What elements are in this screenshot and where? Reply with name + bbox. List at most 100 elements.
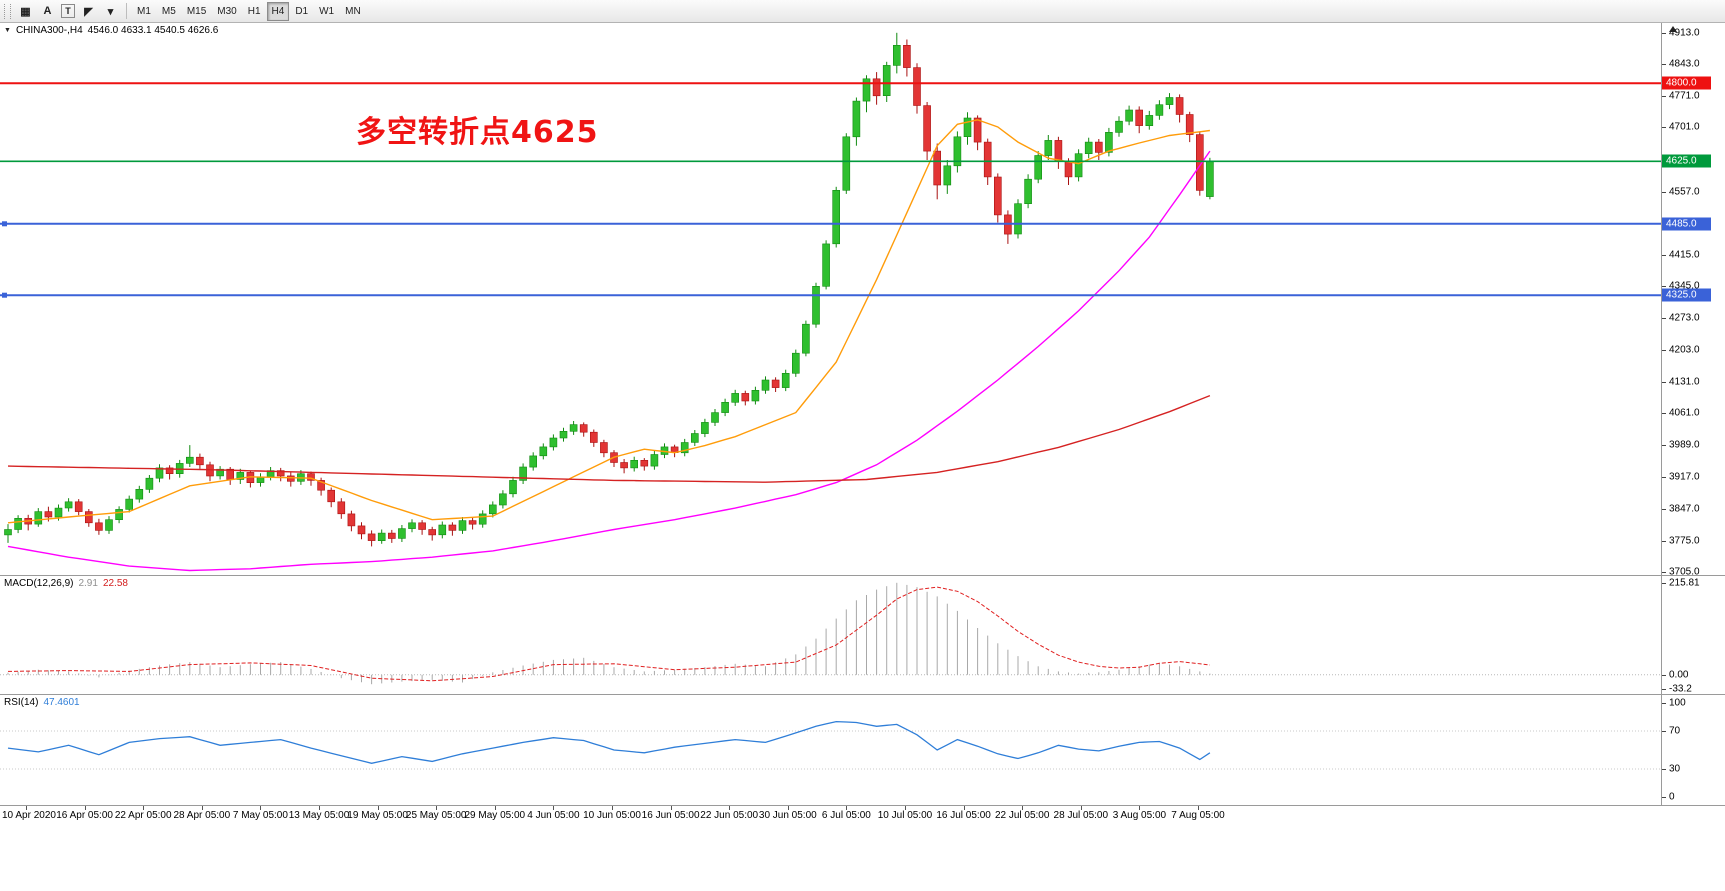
time-axis-tick	[436, 806, 438, 810]
time-axis-tick	[1198, 806, 1199, 810]
price-axis-label: 4203.0	[1669, 344, 1700, 356]
time-axis-label: 10 Jun 05:00	[583, 810, 641, 821]
macd-name: MACD(12,26,9)	[4, 578, 74, 589]
price-axis-label: 4273.0	[1669, 312, 1700, 324]
timeframe-button-m5[interactable]: M5	[157, 2, 181, 21]
timeframe-button-m30[interactable]: M30	[212, 2, 241, 21]
candle	[24, 514, 33, 531]
time-axis-label: 22 Jun 05:00	[700, 810, 759, 821]
time-axis-tick	[26, 806, 27, 810]
time-axis-label: 3 Aug 05:00	[1112, 810, 1167, 821]
candle	[458, 517, 467, 534]
macd-value-main: 2.91	[78, 578, 98, 589]
chart-title: ▼ CHINA300-,H4 4546.0 4633.1 4540.5 4626…	[4, 25, 218, 36]
candle	[14, 515, 22, 534]
time-axis-label: 6 Jul 05:00	[821, 810, 871, 821]
price-axis-label: 3989.0	[1669, 439, 1700, 451]
axis-tick-mark	[1662, 127, 1666, 129]
cursor-tool-icon[interactable]: ◤	[78, 2, 99, 21]
timeframe-button-m15[interactable]: M15	[182, 2, 211, 21]
candle	[559, 427, 568, 442]
price-line-badge: 4625.0	[1662, 154, 1711, 168]
axis-tick-mark	[1662, 674, 1666, 676]
hline-handle[interactable]	[2, 292, 7, 298]
candle	[1084, 137, 1093, 159]
candle	[408, 519, 416, 533]
rsi-axis[interactable]: 100 70 30 0	[1662, 695, 1725, 805]
rsi-canvas[interactable]: RSI(14) 47.4601	[0, 695, 1662, 805]
time-axis-label: 22 Jul 05:00	[994, 810, 1050, 821]
candle	[579, 422, 588, 437]
timeframe-button-w1[interactable]: W1	[314, 2, 339, 21]
axis-tick-mark	[1662, 797, 1666, 799]
timeframe-button-m1[interactable]: M1	[132, 2, 156, 21]
candle	[1014, 199, 1022, 239]
chart-grid-icon[interactable]: ▦	[15, 2, 36, 21]
candle	[438, 521, 447, 539]
time-axis-label: 30 Jun 05:00	[758, 810, 817, 821]
candle	[903, 39, 911, 77]
candle	[246, 470, 255, 488]
time-axis[interactable]: 10 Apr 2020 16 Apr 05:00 22 Apr 05:00 28 Ap…	[0, 806, 1725, 824]
timeframe-button-h4[interactable]: H4	[266, 1, 290, 21]
candle	[418, 520, 426, 535]
hline-handle[interactable]	[2, 221, 7, 227]
ohlc-values: 4546.0 4633.1 4540.5 4626.6	[87, 25, 219, 36]
toolbar: ▦ A T ◤ ▾ M1 M5 M15 M30 H1 H4 D1 W1 MN	[0, 0, 1725, 23]
candle	[367, 530, 376, 547]
candle	[95, 518, 103, 535]
text-label-icon[interactable]: A	[37, 2, 58, 21]
time-axis-tick	[787, 806, 789, 810]
candle	[862, 75, 871, 113]
axis-tick-mark	[1662, 702, 1666, 704]
main-chart-canvas[interactable]: ▼ CHINA300-,H4 4546.0 4633.1 4540.5 4626…	[0, 23, 1662, 575]
candle	[4, 524, 12, 543]
time-axis-label: 7 May 05:00	[232, 810, 288, 821]
ma-slow-line	[7, 394, 1211, 483]
macd-axis-label: -33.2	[1669, 683, 1692, 695]
macd-canvas[interactable]: MACD(12,26,9) 2.91 22.58	[0, 576, 1662, 694]
macd-axis[interactable]: 215.81 0.00 -33.2	[1662, 576, 1725, 694]
axis-tick-mark	[1662, 508, 1666, 510]
candle	[650, 450, 659, 470]
price-axis-label: 4061.0	[1669, 407, 1700, 419]
timeframe-button-mn[interactable]: MN	[340, 2, 366, 21]
price-axis[interactable]: 4913.0 4843.0 4771.0 4701.0 4557.0 4415.0 4345…	[1662, 23, 1725, 577]
toolbar-drag-handle[interactable]	[4, 3, 11, 19]
timeframe-button-d1[interactable]: D1	[290, 2, 313, 21]
candle	[751, 386, 760, 405]
candle	[186, 445, 194, 467]
candle	[933, 143, 942, 200]
candle	[1155, 100, 1164, 120]
time-axis-label: 28 Jul 05:00	[1053, 810, 1109, 821]
price-axis-label: 4557.0	[1669, 186, 1700, 198]
candle	[145, 475, 154, 493]
candle	[1145, 110, 1154, 130]
candle	[165, 465, 174, 480]
candle	[630, 456, 639, 472]
rsi-indicator-pane: RSI(14) 47.4601 100 70 30 0	[0, 695, 1725, 806]
candle	[256, 473, 265, 487]
axis-tick-mark	[1662, 286, 1666, 288]
time-axis-label: 16 Jul 05:00	[936, 810, 991, 821]
candle	[64, 498, 73, 512]
time-axis-label: 22 Apr 05:00	[114, 810, 172, 821]
chart-area: ▼ CHINA300-,H4 4546.0 4633.1 4540.5 4626…	[0, 23, 1725, 891]
chart-annotation-text[interactable]: 多空转折点4625	[356, 115, 599, 150]
candle	[488, 501, 497, 518]
candle	[1125, 105, 1133, 126]
timeframe-button-h1[interactable]: H1	[243, 2, 266, 21]
candle	[398, 525, 406, 542]
tools-dropdown-icon[interactable]: ▾	[100, 2, 121, 21]
symbol-period-label: CHINA300-,H4	[15, 25, 83, 36]
candle	[34, 508, 43, 527]
text-box-icon[interactable]: T	[61, 4, 75, 18]
candle	[509, 476, 517, 498]
axis-tick-mark	[1662, 445, 1666, 447]
candle	[701, 418, 709, 438]
time-axis-label: 10 Apr 2020	[2, 810, 56, 821]
time-axis-tick	[1139, 806, 1141, 810]
time-axis-label: 28 Apr 05:00	[173, 810, 231, 821]
candle	[812, 282, 820, 328]
